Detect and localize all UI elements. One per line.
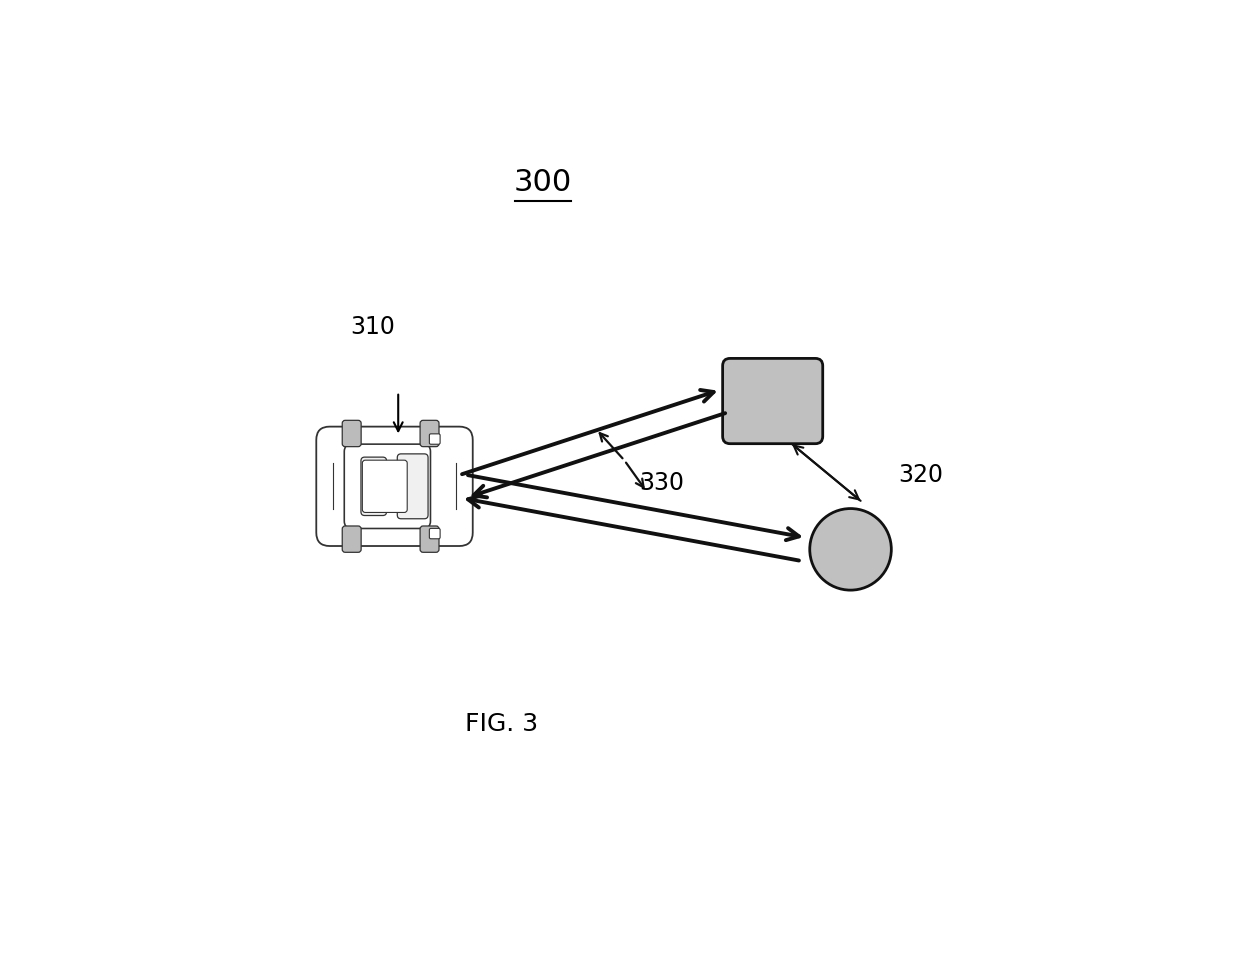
Text: 310: 310 [350, 315, 394, 339]
Text: 320: 320 [899, 463, 944, 487]
FancyBboxPatch shape [342, 420, 361, 447]
FancyBboxPatch shape [420, 420, 439, 447]
FancyBboxPatch shape [429, 434, 440, 444]
FancyBboxPatch shape [342, 526, 361, 553]
FancyBboxPatch shape [316, 427, 472, 546]
FancyBboxPatch shape [429, 529, 440, 538]
FancyBboxPatch shape [362, 460, 407, 512]
FancyBboxPatch shape [723, 358, 822, 444]
Text: 300: 300 [513, 168, 572, 196]
Text: 330: 330 [639, 471, 684, 495]
Ellipse shape [810, 508, 892, 590]
FancyBboxPatch shape [345, 444, 430, 529]
Text: FIG. 3: FIG. 3 [465, 712, 538, 736]
FancyBboxPatch shape [361, 457, 387, 515]
FancyBboxPatch shape [420, 526, 439, 553]
FancyBboxPatch shape [397, 454, 428, 519]
